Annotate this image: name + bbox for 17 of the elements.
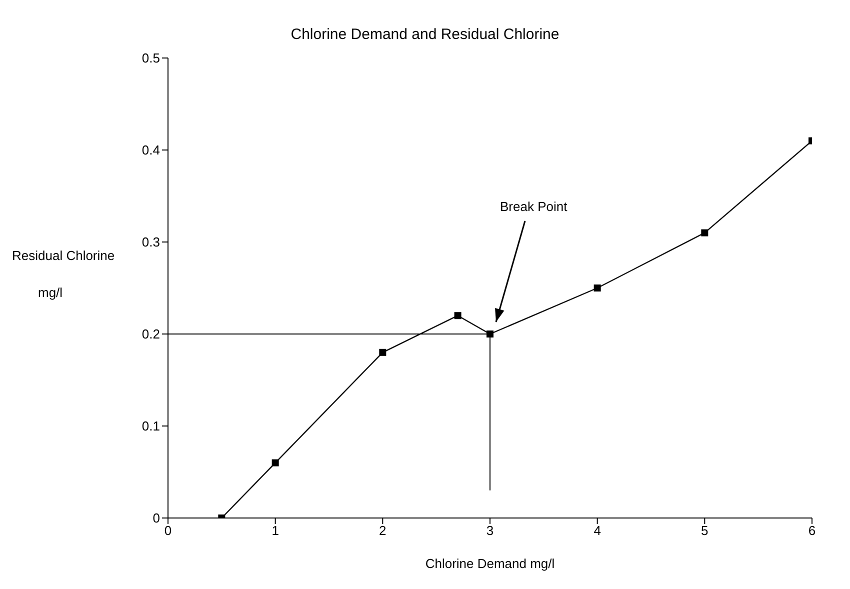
annotation: Break Point bbox=[500, 199, 568, 214]
y-tick-label: 0.1 bbox=[142, 418, 160, 434]
y-tick-label: 0.3 bbox=[142, 234, 160, 250]
y-tick-label: 0.2 bbox=[142, 326, 160, 342]
y-tick-label: 0 bbox=[152, 510, 160, 526]
x-tick-label: 2 bbox=[379, 523, 386, 538]
x-tick-label: 3 bbox=[486, 523, 494, 538]
y-tick-label: 0.5 bbox=[142, 50, 160, 66]
x-tick-label: 1 bbox=[272, 523, 279, 538]
chart-title: Chlorine Demand and Residual Chlorine bbox=[290, 26, 560, 43]
x-tick-label: 4 bbox=[594, 523, 601, 538]
x-tick-label: 5 bbox=[701, 523, 708, 538]
text: Residual Chlorine mg/l bbox=[12, 248, 115, 300]
y-tick-label: 0.4 bbox=[142, 142, 160, 158]
x-axis-title: Chlorine Demand mg/l bbox=[424, 556, 556, 571]
x-tick-label: 0 bbox=[164, 523, 172, 538]
x-tick-label: 6 bbox=[808, 523, 816, 538]
